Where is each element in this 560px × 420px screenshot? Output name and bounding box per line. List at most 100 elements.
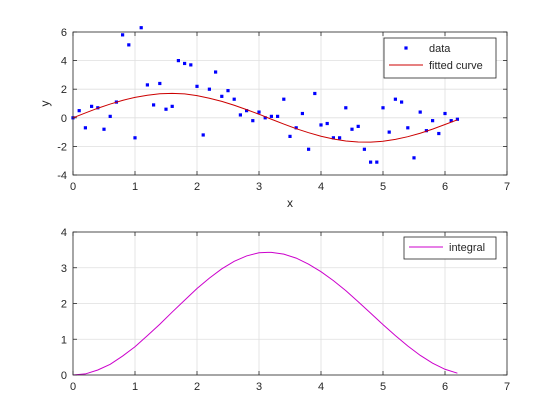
data-point xyxy=(207,87,211,91)
y-tick-label: 0 xyxy=(61,370,67,382)
data-point xyxy=(245,109,249,113)
data-point xyxy=(437,131,441,136)
data-point xyxy=(288,134,292,138)
data-point xyxy=(263,116,267,120)
data-point xyxy=(282,97,286,101)
legend-label: data xyxy=(429,43,451,55)
data-point xyxy=(338,136,342,140)
legend-label: integral xyxy=(449,242,485,254)
axes-box xyxy=(72,31,508,176)
data-point xyxy=(127,43,131,47)
series-line-integral xyxy=(72,251,458,376)
legend: integral xyxy=(403,236,497,260)
x-tick-label: 1 xyxy=(132,381,138,393)
data-point xyxy=(108,114,112,118)
data-point xyxy=(189,63,193,67)
data-point xyxy=(325,121,329,126)
data-point xyxy=(170,104,174,108)
y-tick-label: 0 xyxy=(61,113,67,125)
data-point xyxy=(226,89,230,93)
y-tick-label: 4 xyxy=(61,227,67,239)
x-tick-label: 7 xyxy=(504,181,510,193)
x-tick-label: 0 xyxy=(70,381,76,393)
data-point xyxy=(220,94,224,98)
y-tick-label: 3 xyxy=(61,263,67,275)
legend-box xyxy=(383,37,497,79)
x-tick-label: 0 xyxy=(70,181,76,193)
data-point xyxy=(455,117,459,121)
data-point xyxy=(102,127,106,131)
data-point xyxy=(362,147,366,151)
data-point xyxy=(449,119,453,123)
chart-2: 0 1 2 3 4 5 6 7 0 1 2 3 4 integral xyxy=(61,227,510,393)
data-point xyxy=(344,106,348,110)
data-point xyxy=(139,26,143,30)
y-tick-label: 2 xyxy=(61,299,67,311)
data-point xyxy=(201,133,205,137)
x-tick-label: 2 xyxy=(194,181,200,193)
data-point xyxy=(83,126,87,130)
data-point xyxy=(331,136,335,140)
data-point xyxy=(307,147,311,151)
data-point xyxy=(350,127,354,131)
legend-label: fitted curve xyxy=(429,60,483,72)
legend: data fitted curve xyxy=(383,37,497,79)
x-tick-label: 3 xyxy=(256,181,262,193)
y-tick-label: 4 xyxy=(61,56,67,68)
data-point xyxy=(431,119,435,123)
x-tick-label: 2 xyxy=(194,381,200,393)
data-point xyxy=(133,136,137,140)
data-point xyxy=(319,123,323,127)
data-point xyxy=(381,106,385,110)
x-tick-label: 3 xyxy=(256,381,262,393)
x-tick-label: 4 xyxy=(318,381,324,393)
data-point xyxy=(158,81,162,86)
data-point xyxy=(77,109,81,113)
data-point xyxy=(269,114,273,118)
data-point xyxy=(176,59,180,63)
x-tick-label: 7 xyxy=(504,381,510,393)
data-point xyxy=(412,156,416,160)
data-point xyxy=(418,110,422,114)
data-point xyxy=(214,70,218,74)
y-axis-label: y xyxy=(38,101,52,107)
data-point xyxy=(400,100,404,104)
data-point xyxy=(232,97,236,101)
data-point xyxy=(251,119,255,123)
data-point xyxy=(406,126,410,130)
data-point xyxy=(375,160,379,164)
x-tick-label: 1 xyxy=(132,181,138,193)
x-tick-label: 6 xyxy=(442,381,448,393)
x-tick-label: 5 xyxy=(380,181,386,193)
data-point xyxy=(387,130,391,134)
data-point xyxy=(152,103,156,107)
data-point xyxy=(300,111,304,116)
data-point xyxy=(369,160,373,164)
data-point xyxy=(238,113,242,117)
data-point xyxy=(294,126,298,130)
data-point xyxy=(276,114,280,118)
series-line-fitted-curve xyxy=(72,92,458,143)
y-tick-label: -2 xyxy=(57,141,67,153)
axes-box xyxy=(72,231,508,376)
legend-marker xyxy=(404,46,408,50)
data-point xyxy=(356,124,360,128)
x-tick-label: 5 xyxy=(380,381,386,393)
data-point xyxy=(257,110,261,114)
y-tick-label: 2 xyxy=(61,84,67,96)
legend-box xyxy=(403,236,497,260)
data-point xyxy=(121,33,125,37)
x-tick-label: 6 xyxy=(442,181,448,193)
y-tick-label: 6 xyxy=(61,27,67,39)
data-point xyxy=(393,97,397,101)
x-tick-label: 4 xyxy=(318,181,324,193)
data-point xyxy=(195,84,199,88)
data-point xyxy=(313,91,317,96)
x-axis-label: x xyxy=(287,196,293,210)
data-point xyxy=(183,61,187,66)
data-point xyxy=(145,83,149,87)
y-tick-label: -4 xyxy=(57,170,67,182)
data-point xyxy=(443,111,447,116)
data-point xyxy=(164,107,168,111)
